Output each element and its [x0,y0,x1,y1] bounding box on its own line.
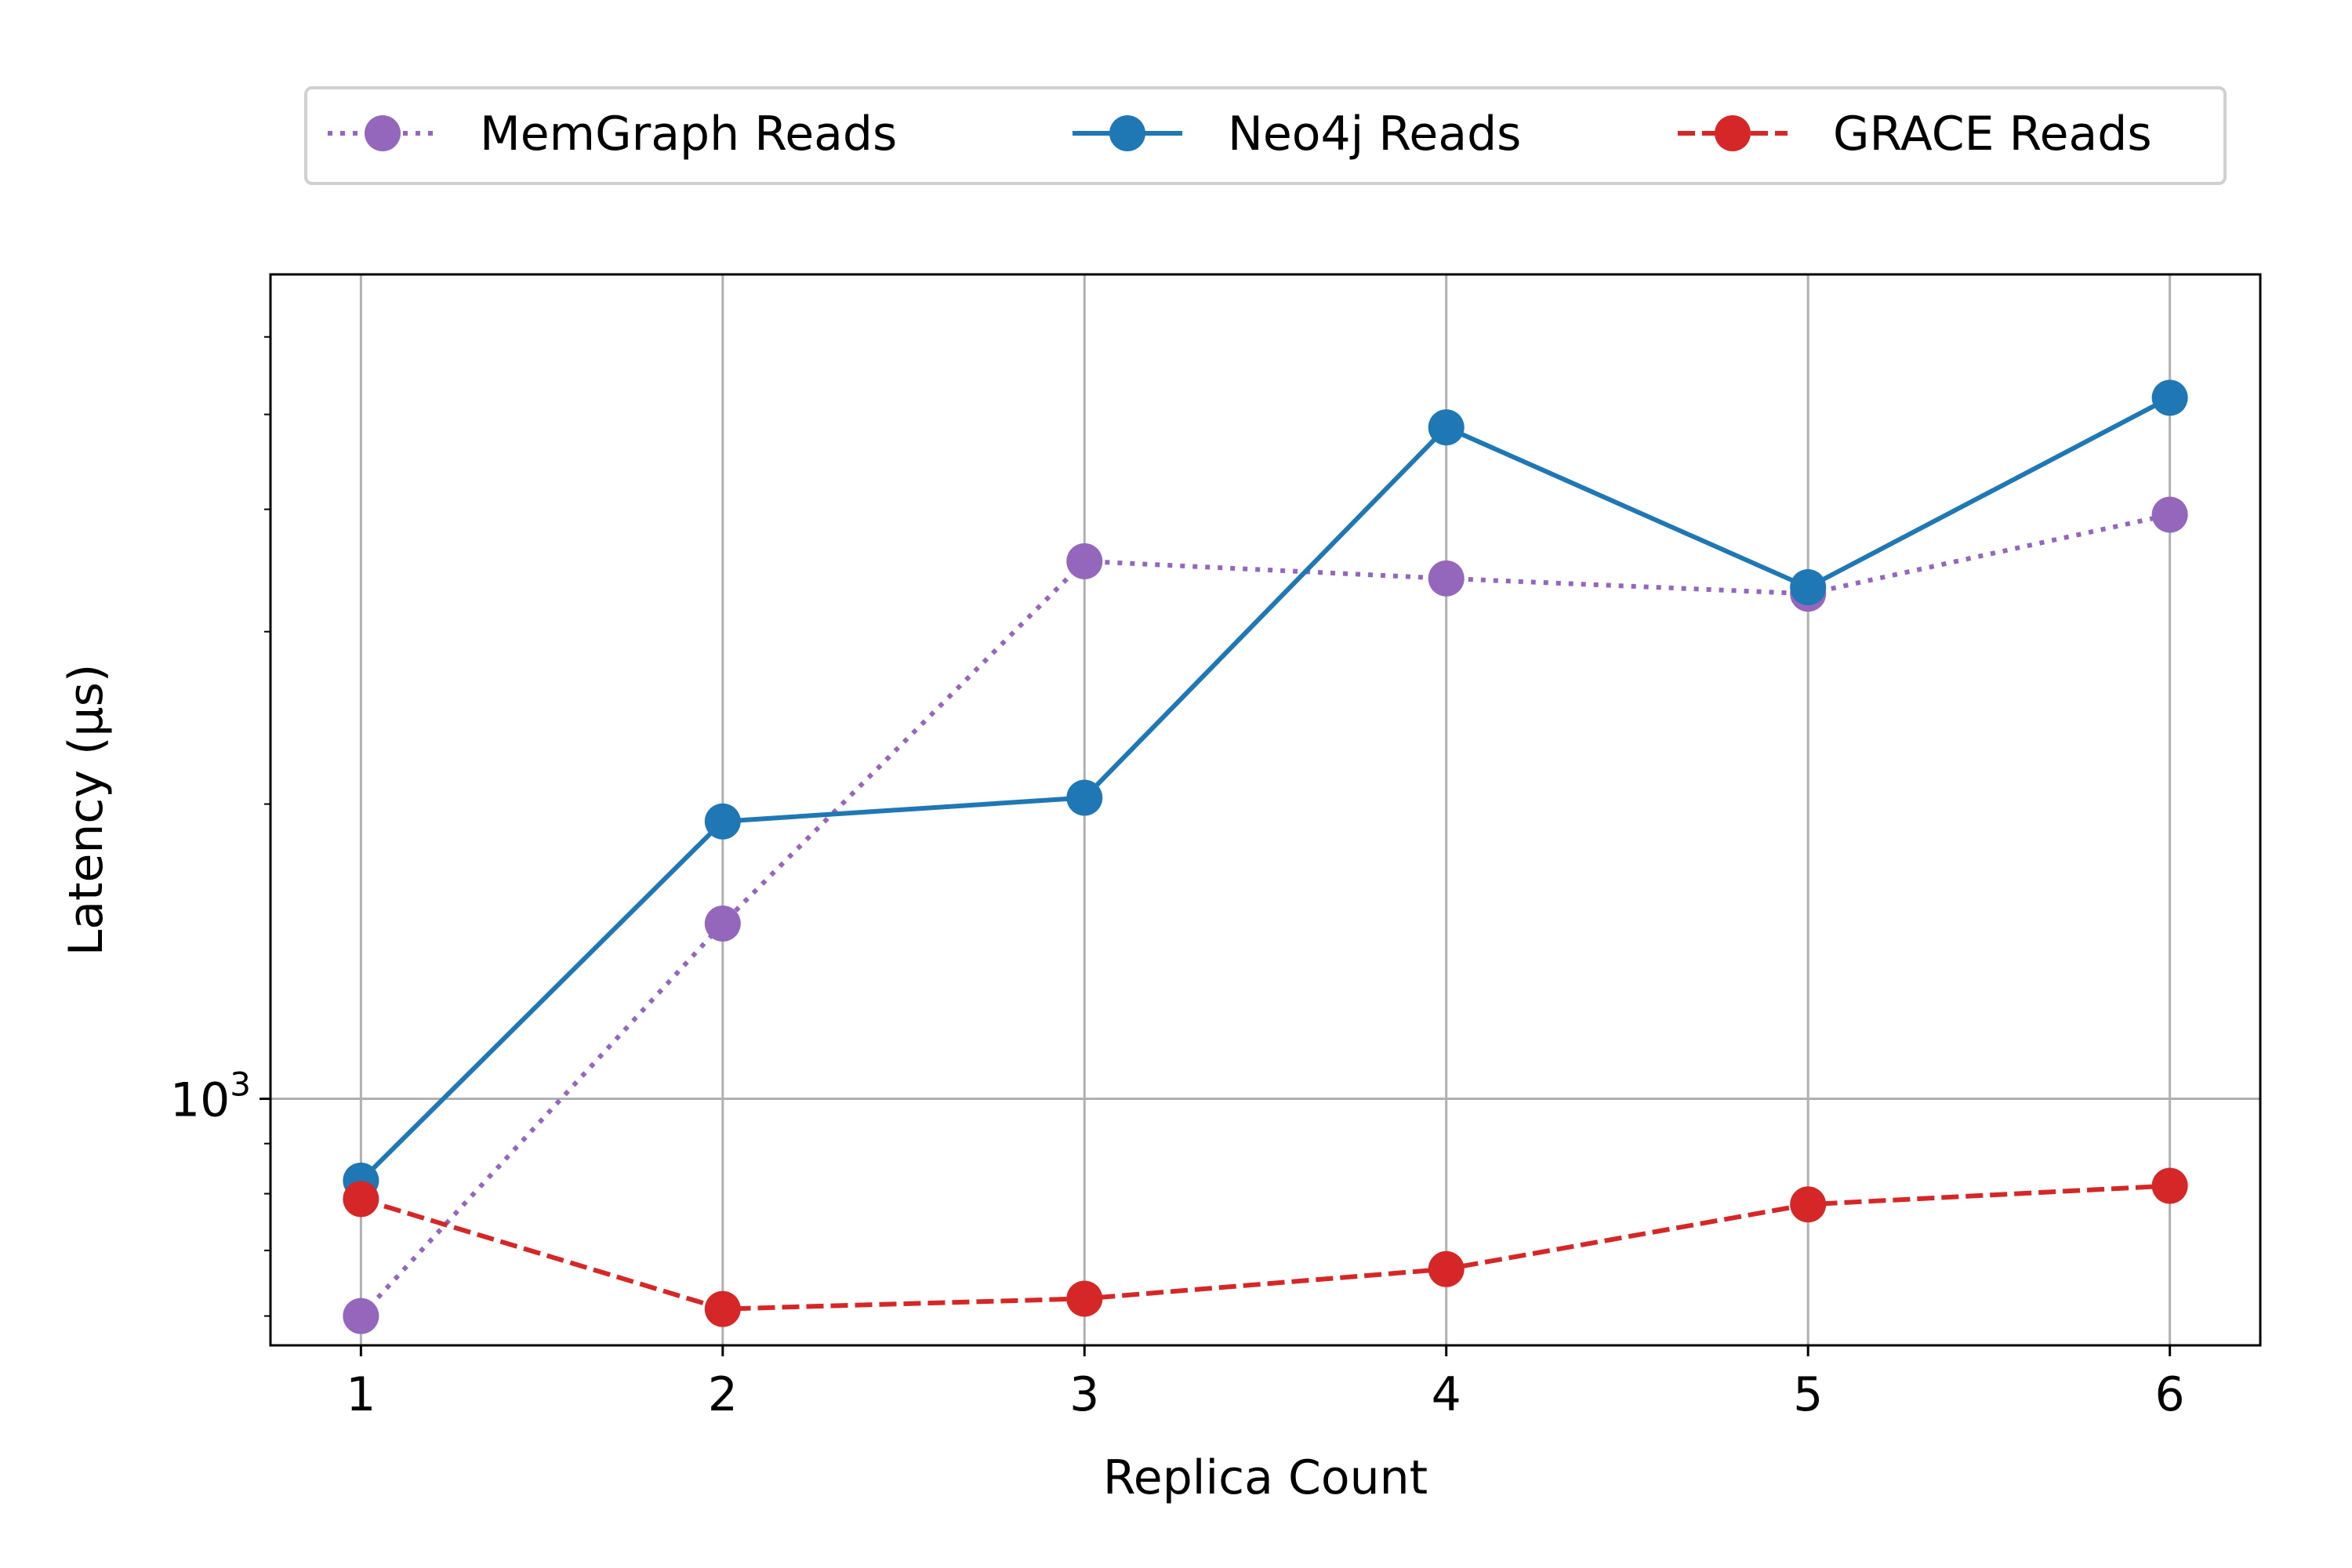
legend-frame [304,86,2227,185]
x-tick-label: 2 [708,1367,738,1422]
legend-item: MemGraph Reads [328,107,897,162]
data-point [704,1290,741,1327]
data-point [1428,409,1465,446]
x-tick-label: 5 [1793,1367,1823,1422]
data-point [1790,1186,1827,1223]
series-line [359,512,2171,1318]
x-axis-label: Replica Count [1103,1450,1428,1505]
x-tick-label: 3 [1069,1367,1099,1422]
series-grace-reads [343,1167,2188,1327]
data-point [2151,379,2188,416]
series-neo4j-reads [343,379,2188,1199]
data-point [343,1298,379,1334]
legend-marker [1715,115,1751,151]
legend: MemGraph Reads Neo4j Reads GRACE Reads [304,86,2227,185]
data-point [2151,1167,2188,1204]
legend-marker [365,115,401,151]
legend-marker [1109,115,1145,151]
y-tick-label: 103 [170,1065,251,1128]
x-tick-label: 4 [1432,1367,1461,1422]
legend-label: Neo4j Reads [1228,107,1521,162]
series-line [359,395,2171,1183]
y-tick-base: 10 [170,1073,230,1128]
data-point [1428,560,1465,597]
data-point [704,803,741,840]
plot-frame [269,273,2262,1347]
data-point [1066,543,1103,579]
legend-item: GRACE Reads [1678,107,2152,162]
data-point [1066,779,1103,816]
data-point [704,906,741,942]
data-point [2151,496,2188,533]
data-point [1066,1280,1103,1317]
data-series [343,379,2188,1334]
data-point [1790,569,1827,606]
data-point [343,1181,379,1218]
x-tick-label: 6 [2155,1367,2185,1422]
legend-label: MemGraph Reads [480,107,897,162]
y-axis-label: Latency (µs) [59,664,114,956]
y-tick-exponent: 3 [230,1065,251,1104]
legend-item: Neo4j Reads [1073,107,1521,162]
series-line [360,1183,2170,1312]
series-memgraph-reads [343,496,2188,1334]
grid-lines [270,274,2260,1345]
x-tick-label: 1 [346,1367,376,1422]
data-point [1428,1250,1465,1287]
legend-label: GRACE Reads [1833,107,2152,162]
